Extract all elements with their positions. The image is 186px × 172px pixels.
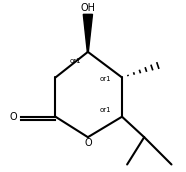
- Text: O: O: [10, 112, 17, 122]
- Polygon shape: [83, 14, 92, 52]
- Text: O: O: [85, 138, 93, 148]
- Text: or1: or1: [69, 58, 81, 64]
- Text: or1: or1: [100, 107, 112, 113]
- Text: OH: OH: [80, 3, 95, 13]
- Text: or1: or1: [100, 76, 112, 82]
